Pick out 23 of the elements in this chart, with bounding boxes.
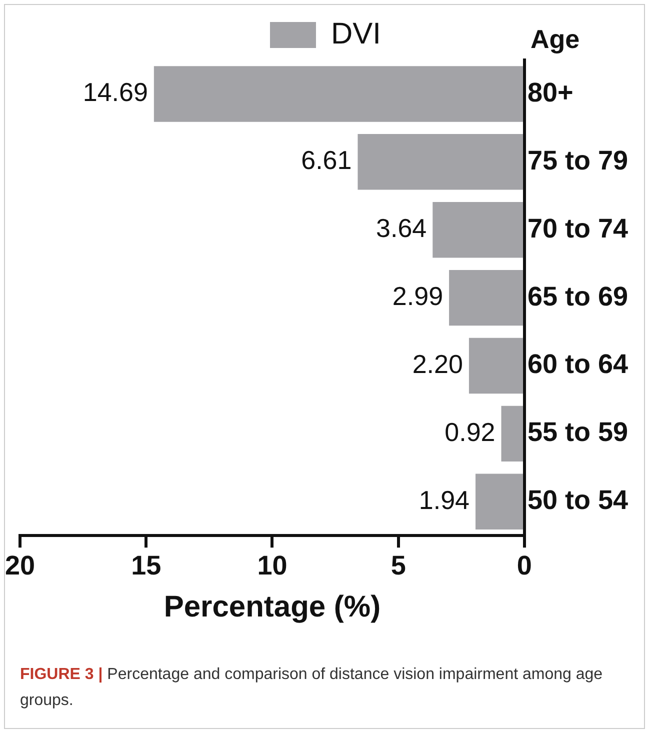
y-tick-label: 50 to 54 xyxy=(527,485,628,516)
y-tick-label: 65 to 69 xyxy=(527,281,628,312)
data-label: 6.61 xyxy=(301,145,352,176)
y-tick-label: 80+ xyxy=(527,77,574,108)
data-label: 14.69 xyxy=(82,77,148,108)
data-label: 2.99 xyxy=(392,280,444,311)
data-label: 1.94 xyxy=(418,484,470,515)
legend-label: DVI xyxy=(330,17,382,50)
x-tick-label: 0 xyxy=(516,550,532,580)
x-tick-label: 20 xyxy=(4,550,36,580)
x-tick-label: 10 xyxy=(257,550,288,580)
y-axis-title: Age xyxy=(530,24,580,54)
x-tick-label: 5 xyxy=(390,550,406,580)
data-label: 0.92 xyxy=(444,416,496,447)
data-label: 2.20 xyxy=(412,348,463,379)
y-tick-label: 55 to 59 xyxy=(527,417,628,448)
text: FIGURE 3 | Percentage and comparison of distance vision impairment among age groups. xyxy=(20,666,603,709)
data-label: 3.64 xyxy=(376,213,427,244)
x-tick-label: 15 xyxy=(131,550,162,580)
y-tick-label: 75 to 79 xyxy=(527,145,628,176)
y-tick-label: 70 to 74 xyxy=(527,213,628,244)
y-tick-label: 60 to 64 xyxy=(527,349,628,380)
x-axis-title: Percentage (%) xyxy=(164,590,381,624)
